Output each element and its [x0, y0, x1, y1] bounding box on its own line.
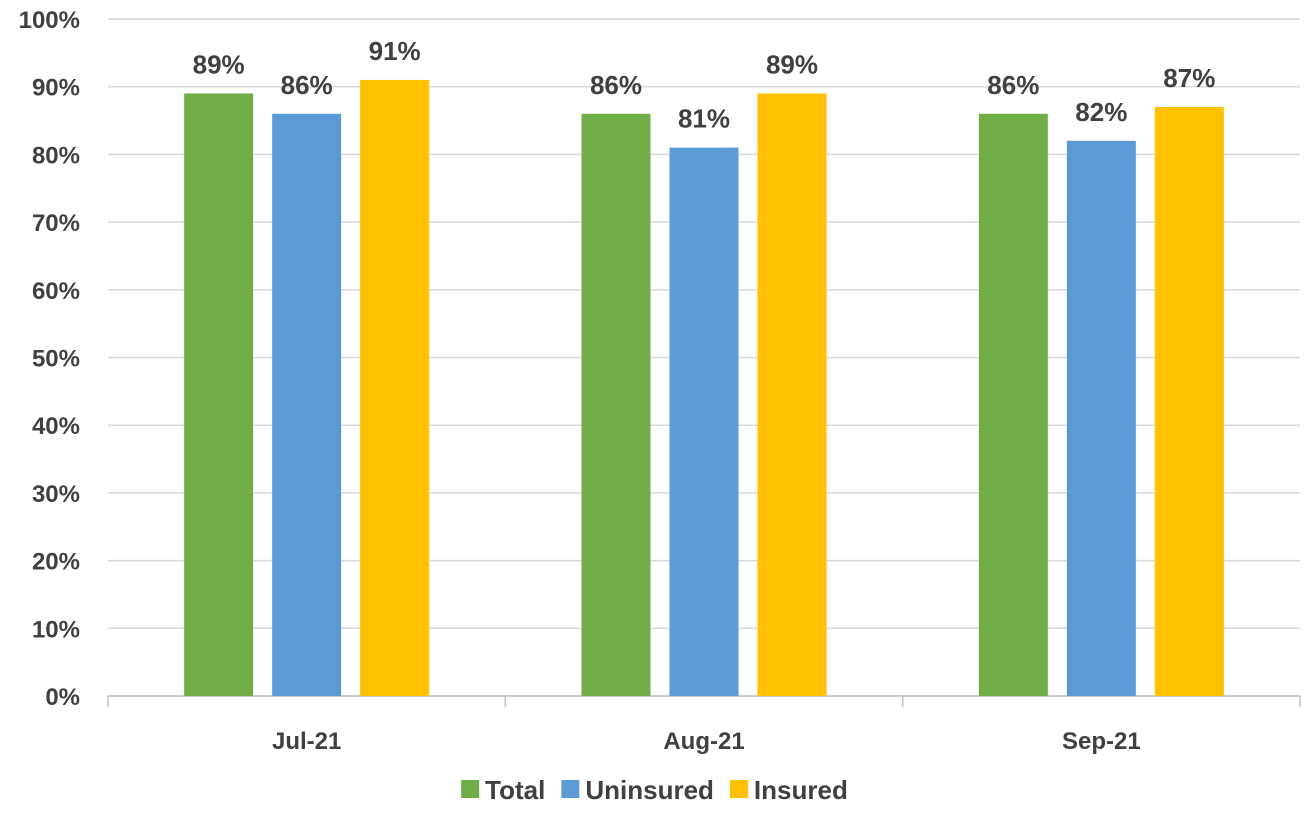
data-labels: 89% 86% 86% 86% 81% 82% 91% 89% 87%	[193, 36, 1216, 134]
bar-insured	[360, 79, 430, 697]
bar-uninsured	[272, 113, 342, 696]
y-tick-label: 50%	[32, 346, 80, 373]
y-tick-label: 100%	[19, 7, 80, 34]
bar-total	[978, 113, 1048, 696]
bar-total	[184, 93, 254, 697]
data-label: 89%	[766, 49, 818, 79]
legend-label-uninsured: Uninsured	[585, 775, 714, 805]
y-axis: 0% 10% 20% 30% 40% 50% 60% 70% 80% 90% 100%	[19, 7, 80, 711]
bar-insured	[757, 93, 827, 697]
y-tick-label: 60%	[32, 278, 80, 305]
data-label: 91%	[369, 36, 421, 66]
y-tick-label: 80%	[32, 142, 80, 169]
bar-total	[581, 113, 651, 696]
bar-uninsured	[669, 147, 739, 696]
legend-swatch-insured	[729, 780, 748, 798]
y-tick-label: 0%	[45, 684, 80, 711]
data-label: 86%	[281, 70, 333, 100]
y-tick-label: 20%	[32, 549, 80, 576]
data-label: 89%	[193, 49, 245, 79]
bar-uninsured	[1066, 140, 1136, 697]
x-tick-label: Aug-21	[663, 728, 744, 755]
y-tick-label: 10%	[32, 616, 80, 643]
legend-swatch-total	[461, 780, 480, 798]
data-label: 81%	[678, 104, 730, 134]
data-label: 87%	[1163, 63, 1215, 93]
data-label: 86%	[987, 70, 1039, 100]
y-tick-label: 30%	[32, 481, 80, 508]
x-axis: Jul-21 Aug-21 Sep-21	[107, 695, 1301, 755]
data-label: 86%	[590, 70, 642, 100]
y-tick-label: 40%	[32, 413, 80, 440]
bars	[184, 79, 1224, 697]
legend-label-insured: Insured	[754, 775, 848, 805]
y-tick-label: 70%	[32, 210, 80, 237]
y-tick-label: 90%	[32, 75, 80, 102]
bar-insured	[1154, 107, 1224, 696]
x-tick-label: Jul-21	[272, 728, 341, 755]
legend-swatch-uninsured	[561, 780, 580, 798]
legend: Total Uninsured Insured	[461, 775, 848, 805]
x-tick-label: Sep-21	[1062, 728, 1141, 755]
data-label: 82%	[1075, 97, 1127, 127]
legend-label-total: Total	[485, 775, 545, 805]
